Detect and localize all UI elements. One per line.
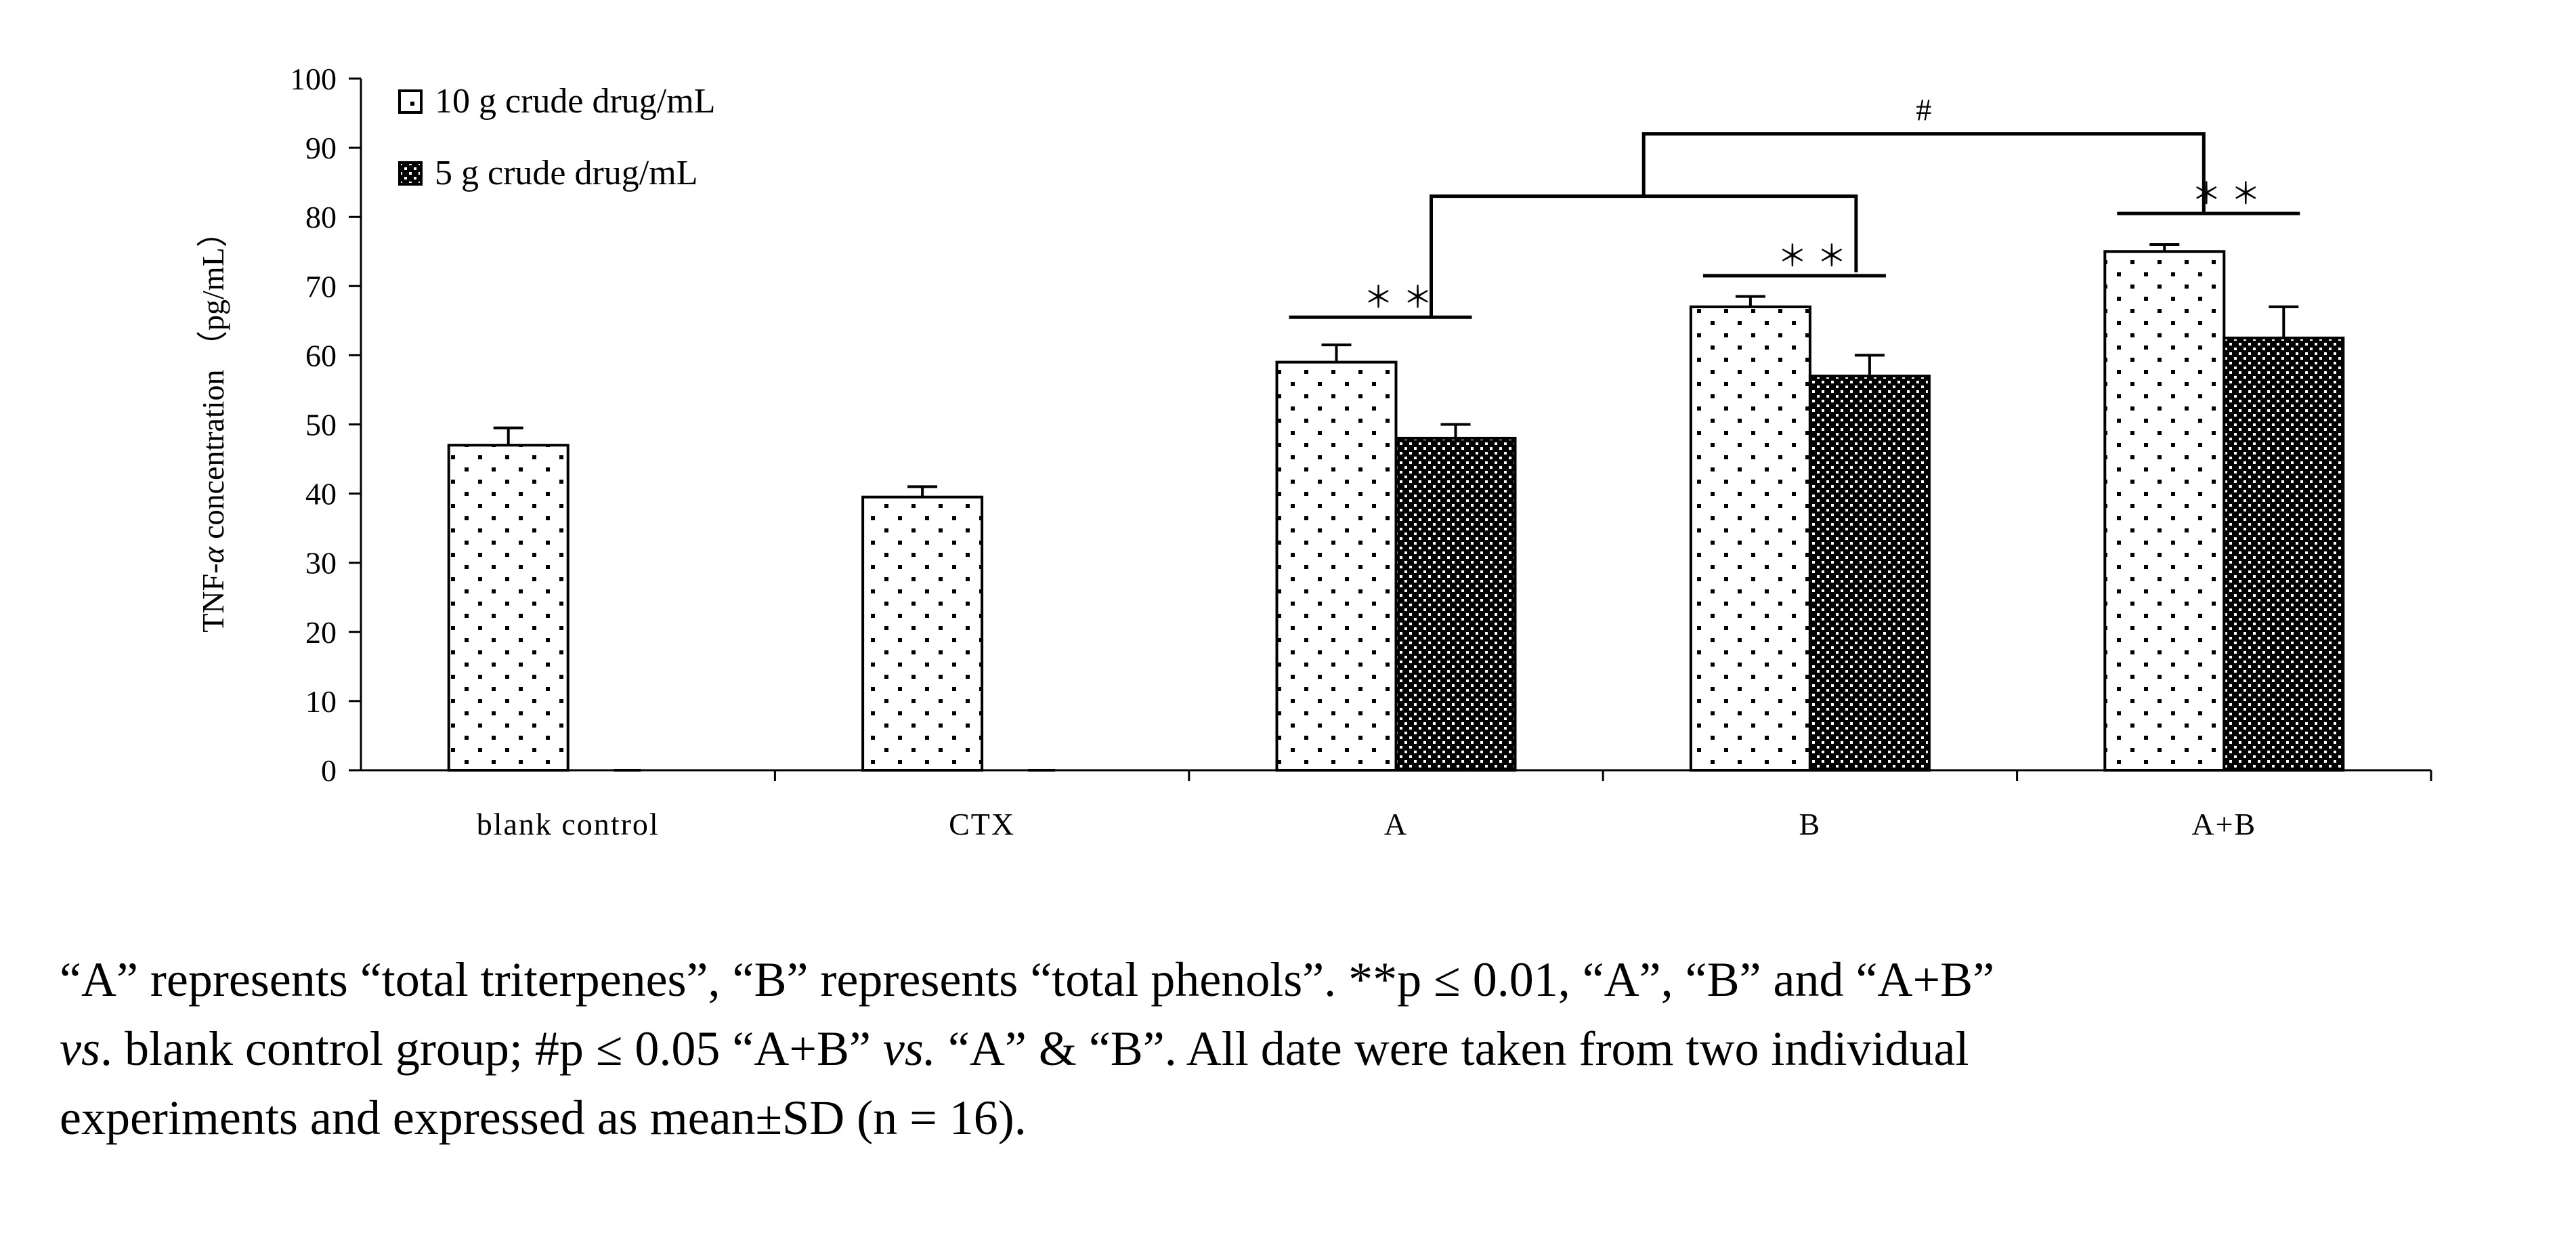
x-tick-label: A bbox=[1384, 807, 1408, 841]
y-tick-label: 40 bbox=[305, 477, 337, 511]
caption-line-2: vs. blank control group; #p ≤ 0.05 “A+B”… bbox=[60, 1014, 2558, 1083]
chart: 0 10 20 30 40 50 60 70 80 90 100 TNF-α concentratio… bbox=[196, 62, 2432, 841]
y-tick-label: 90 bbox=[305, 131, 337, 165]
bracket-ab-vs bbox=[1641, 132, 2206, 214]
bar bbox=[2223, 336, 2345, 772]
x-tick-label: CTX bbox=[949, 807, 1015, 841]
y-tick-label: 80 bbox=[305, 200, 337, 234]
significance-label-hash: # bbox=[1916, 93, 1931, 127]
x-tick-label: blank control bbox=[477, 807, 660, 841]
y-axis-label-symbol: α bbox=[196, 546, 230, 563]
x-tick-label: A+B bbox=[2191, 807, 2256, 841]
legend-swatch bbox=[398, 161, 423, 186]
plot-area: 0 10 20 30 40 50 60 70 80 90 100 TNF-α concentratio… bbox=[196, 62, 2432, 841]
x-tick-label: B bbox=[1799, 807, 1822, 841]
legend-label: 5 g crude drug/mL bbox=[435, 154, 697, 192]
caption-text-2d: “A” & “B”. All date were taken from two … bbox=[935, 1022, 1969, 1076]
bar bbox=[1275, 360, 1398, 772]
caption-vs-2: vs. bbox=[882, 1022, 936, 1076]
y-axis-label-suffix: concentration （pg/mL） bbox=[196, 216, 230, 547]
y-tick-label: 70 bbox=[305, 269, 337, 303]
y-tick-label: 0 bbox=[321, 753, 337, 788]
caption-line-1: “A” represents “total triterpenes”, “B” … bbox=[60, 952, 1995, 1007]
caption-text-2b: . blank control group; #p ≤ 0.05 “A+B” bbox=[100, 1022, 883, 1076]
y-tick-label: 60 bbox=[305, 338, 337, 373]
bar bbox=[1808, 375, 1931, 772]
figure-caption: “A” represents “total triterpenes”, “B” … bbox=[60, 945, 2558, 1152]
legend: 10 g crude drug/mL 5 g crude drug/mL bbox=[398, 82, 715, 192]
y-tick-label: 100 bbox=[290, 62, 337, 96]
significance-label: ＊＊ bbox=[1364, 281, 1442, 314]
caption-line-3: experiments and expressed as mean±SD (n … bbox=[60, 1091, 1027, 1145]
y-tick-label: 10 bbox=[305, 684, 337, 719]
caption-vs-1: vs bbox=[60, 1022, 100, 1076]
bar bbox=[861, 495, 984, 772]
bar bbox=[1689, 305, 1811, 772]
legend-label: 10 g crude drug/mL bbox=[435, 82, 715, 121]
bar bbox=[447, 444, 570, 772]
y-axis-label-prefix: TNF- bbox=[196, 563, 230, 632]
bar bbox=[2103, 250, 2226, 772]
y-tick-label: 20 bbox=[305, 615, 337, 650]
y-tick-label: 50 bbox=[305, 408, 337, 442]
y-tick-label: 30 bbox=[305, 546, 337, 581]
legend-swatch bbox=[398, 89, 423, 114]
bar bbox=[1394, 436, 1517, 772]
significance-label: ＊＊ bbox=[1778, 240, 1856, 273]
y-axis-label: TNF-α concentration （pg/mL） bbox=[196, 216, 230, 632]
